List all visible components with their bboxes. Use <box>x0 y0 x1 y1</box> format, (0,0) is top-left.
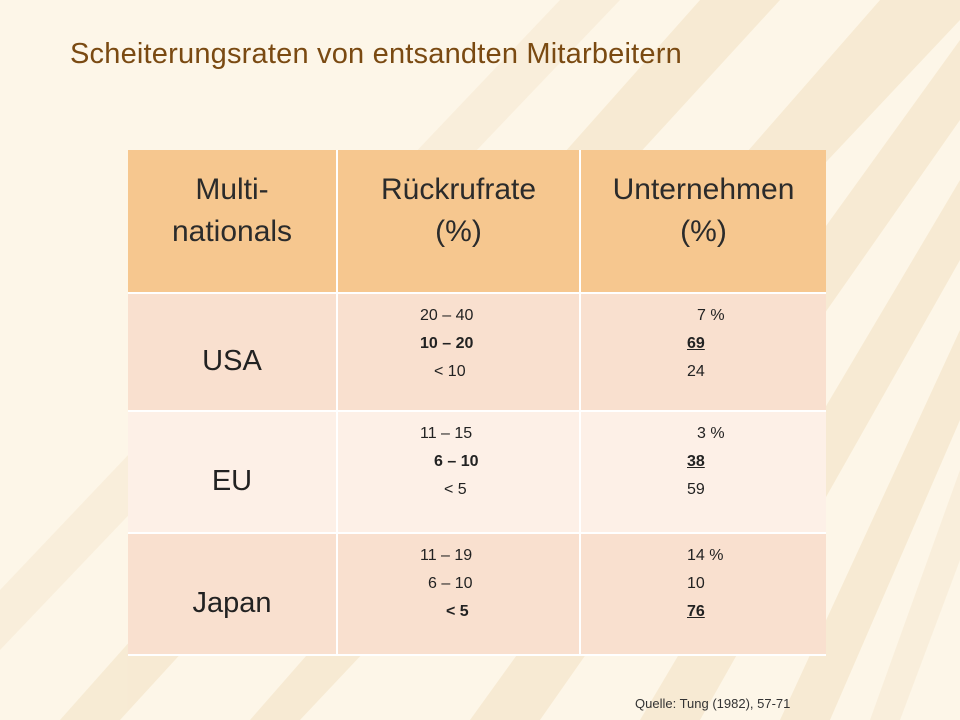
rate-value: 10 – 20 <box>420 335 474 352</box>
percent-value: 69 <box>687 335 705 352</box>
country-label: EU <box>211 464 253 497</box>
percent-cell-eu: 3 % 38 59 <box>581 412 826 534</box>
source-citation: Quelle: Tung (1982), 57-71 <box>635 696 791 711</box>
header-multinationals: Multi- nationals <box>128 150 338 294</box>
percent-cell-usa: 7 % 69 24 <box>581 294 826 412</box>
rate-cell-japan: 11 – 19 6 – 10 < 5 <box>338 534 581 656</box>
rate-cell-usa: 20 – 40 10 – 20 < 10 <box>338 294 581 412</box>
percent-cell-japan: 14 % 10 76 <box>581 534 826 656</box>
percent-value: 7 % <box>697 307 725 324</box>
slide-title: Scheiterungsraten von entsandten Mitarbe… <box>70 38 682 70</box>
rate-value: 11 – 19 <box>420 547 473 564</box>
rate-value: 20 – 40 <box>420 307 474 324</box>
rate-value: 11 – 15 <box>420 425 473 442</box>
header-label: Multi- nationals <box>171 173 293 248</box>
country-cell-eu: EU <box>128 412 338 534</box>
country-label: USA <box>202 344 262 377</box>
rate-value: < 5 <box>446 603 469 620</box>
country-cell-usa: USA <box>128 294 338 412</box>
country-label: Japan <box>192 586 272 619</box>
rate-value: < 10 <box>434 363 466 380</box>
header-companies: Unternehmen (%) <box>581 150 826 294</box>
percent-value: 10 <box>687 575 705 592</box>
percent-value: 24 <box>687 363 705 380</box>
percent-value: 76 <box>687 603 705 620</box>
failure-rate-table: Multi- nationals Rückrufrate (%) Unterne… <box>128 150 826 656</box>
percent-value: 59 <box>687 481 705 498</box>
percent-value: 38 <box>687 453 705 470</box>
rate-value: < 5 <box>444 481 467 498</box>
header-label: Unternehmen (%) <box>612 173 795 248</box>
rate-cell-eu: 11 – 15 6 – 10 < 5 <box>338 412 581 534</box>
header-recall-rate: Rückrufrate (%) <box>338 150 581 294</box>
percent-value: 14 % <box>687 547 724 564</box>
rate-value: 6 – 10 <box>428 575 473 592</box>
country-cell-japan: Japan <box>128 534 338 656</box>
rate-value: 6 – 10 <box>434 453 479 470</box>
header-label: Rückrufrate (%) <box>380 173 537 248</box>
percent-value: 3 % <box>697 425 725 442</box>
